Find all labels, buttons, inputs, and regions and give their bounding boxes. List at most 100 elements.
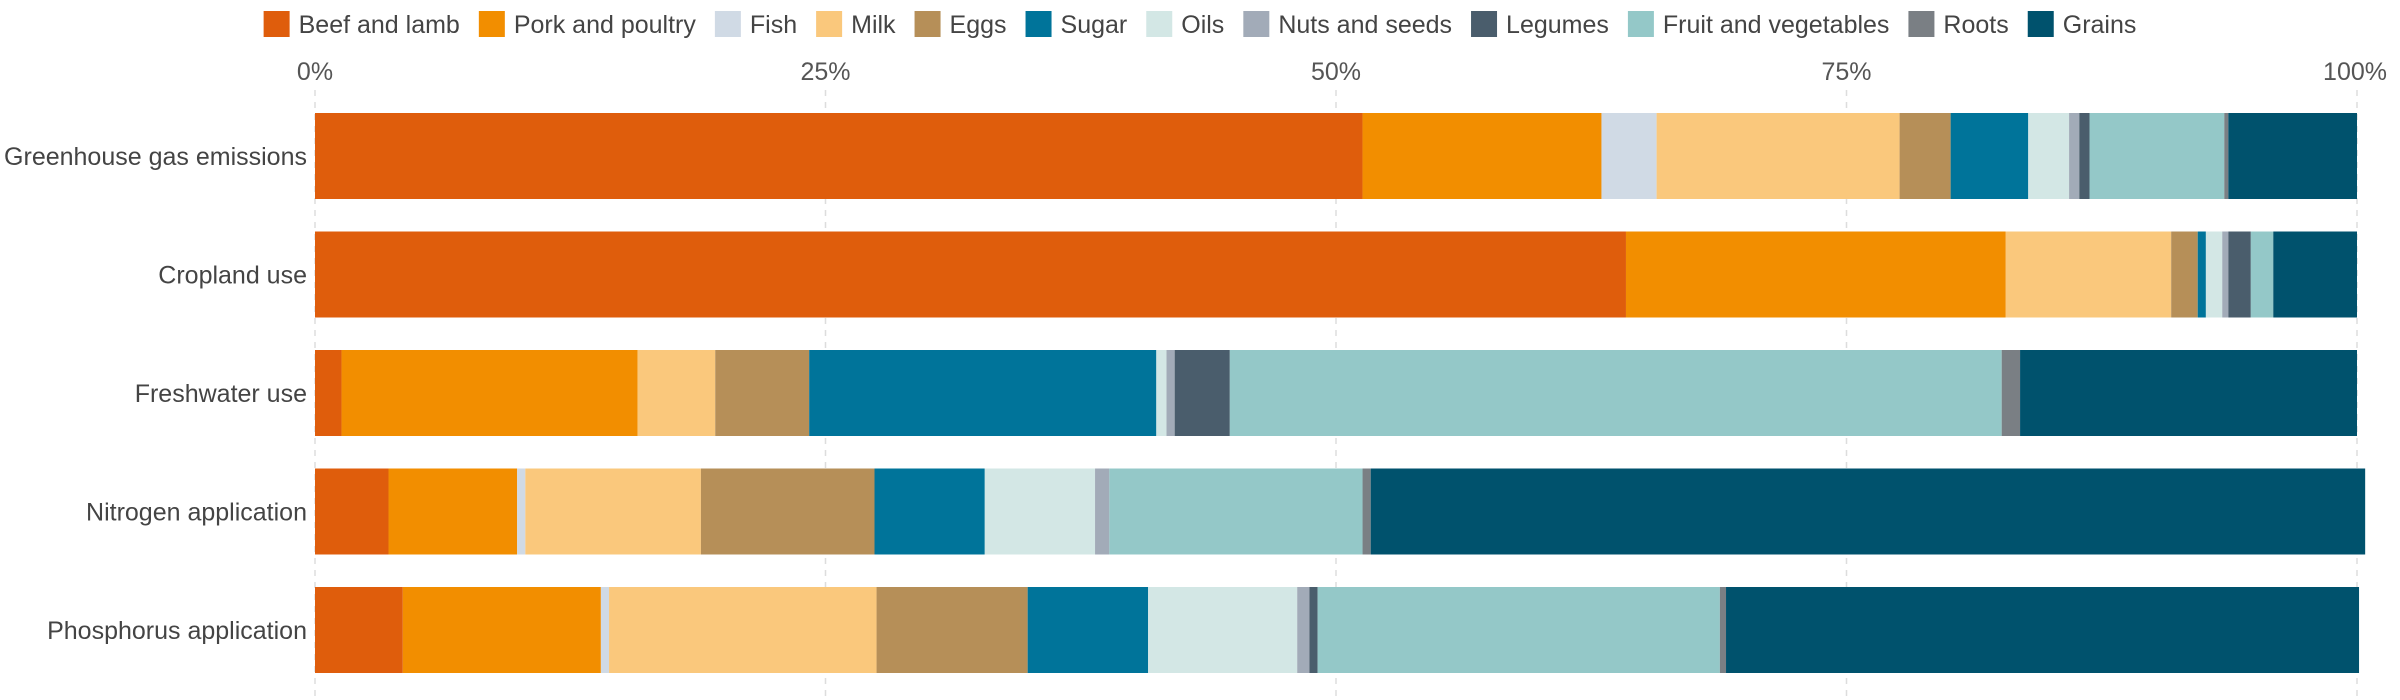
legend-item-fish: Fish	[714, 11, 797, 39]
legend-label: Fruit and vegetables	[1663, 11, 1890, 39]
legend-label: Sugar	[1061, 11, 1128, 39]
legend-label: Oils	[1181, 11, 1224, 39]
bar-segment-eggs	[700, 468, 875, 555]
x-tick-label: 50%	[1311, 58, 1361, 86]
bar-segment-sugar	[874, 468, 985, 555]
bar-segment-eggs	[1899, 113, 1951, 199]
legend-label: Fish	[750, 11, 797, 39]
category-label: Greenhouse gas emissions	[4, 143, 307, 171]
bar-segment-pork-and-poultry	[1625, 231, 2006, 318]
legend-label: Nuts and seeds	[1278, 11, 1452, 39]
category-label: Nitrogen application	[86, 499, 307, 527]
legend-label: Grains	[2063, 11, 2137, 39]
bar-segment-milk	[609, 587, 877, 673]
bar-segment-beef-and-lamb	[315, 468, 389, 555]
bar-segment-nuts-and-seeds	[1297, 587, 1310, 673]
x-tick-label: 100%	[2323, 58, 2387, 86]
bars	[315, 113, 2366, 673]
bar-segment-pork-and-poultry	[341, 350, 638, 436]
legend-item-fruit-and-vegetables: Fruit and vegetables	[1627, 11, 1890, 39]
category-label: Freshwater use	[135, 380, 307, 408]
bar-segment-oils	[2205, 231, 2223, 318]
bar-segment-beef-and-lamb	[315, 113, 1363, 199]
legend-swatch	[2027, 11, 2054, 37]
bar-segment-fruit-and-vegetables	[2250, 231, 2274, 318]
bar-segment-roots	[1362, 468, 1371, 555]
legend-item-nuts-and-seeds: Nuts and seeds	[1243, 11, 1452, 39]
bar-segment-nuts-and-seeds	[2222, 231, 2229, 318]
bar-segment-nuts-and-seeds	[2069, 113, 2080, 199]
bar-segment-fruit-and-vegetables	[1317, 587, 1720, 673]
bar-segment-fruit-and-vegetables	[1109, 468, 1363, 555]
bar-segment-nuts-and-seeds	[1095, 468, 1110, 555]
bar-segment-fruit-and-vegetables	[1229, 350, 2002, 436]
bar-segment-beef-and-lamb	[315, 350, 342, 436]
bar-segment-sugar	[2197, 231, 2206, 318]
bar-segment-pork-and-poultry	[402, 587, 601, 673]
legend-item-eggs: Eggs	[914, 11, 1007, 39]
bar-segment-beef-and-lamb	[315, 231, 1626, 318]
x-tick-label: 25%	[800, 58, 850, 86]
legend-label: Legumes	[1506, 11, 1609, 39]
bar-segment-oils	[984, 468, 1096, 555]
bar-segment-grains	[2228, 113, 2357, 199]
legend-swatch	[1243, 11, 1270, 37]
bar-segment-milk	[525, 468, 701, 555]
bar-segment-grains	[1726, 587, 2360, 673]
bar-segment-eggs	[876, 587, 1028, 673]
bar-segment-oils	[2028, 113, 2070, 199]
legend-item-pork-and-poultry: Pork and poultry	[478, 11, 696, 39]
bar-segment-roots	[1719, 587, 1727, 673]
bar-segment-milk	[637, 350, 716, 436]
legend-swatch	[914, 11, 941, 37]
bar-segment-roots	[2001, 350, 2021, 436]
x-axis-ticks: 0% 25% 50% 75% 100%	[297, 58, 2387, 86]
legend-item-roots: Roots	[1908, 11, 2009, 39]
legend-swatch	[1025, 11, 1052, 37]
bar-segment-fish	[600, 587, 610, 673]
legend-swatch	[263, 11, 290, 37]
legend-swatch	[816, 11, 843, 37]
x-tick-label: 75%	[1821, 58, 1871, 86]
category-label: Phosphorus application	[47, 617, 307, 645]
bar-segment-sugar	[1027, 587, 1149, 673]
legend-label: Milk	[851, 11, 896, 39]
bar-segment-nuts-and-seeds	[1166, 350, 1175, 436]
legend-swatch	[1627, 11, 1654, 37]
legend-swatch	[478, 11, 505, 37]
bar-segment-fish	[517, 468, 526, 555]
legend-swatch	[1471, 11, 1498, 37]
legend-item-milk: Milk	[816, 11, 896, 39]
legend-swatch	[1908, 11, 1935, 37]
legend: Beef and lamb Pork and poultry Fish Milk Egg…	[263, 11, 2137, 39]
bar-segment-legumes	[1309, 587, 1318, 673]
bar-segment-oils	[1156, 350, 1167, 436]
bar-segment-milk	[1656, 113, 1900, 199]
bar-segment-legumes	[2079, 113, 2090, 199]
legend-item-legumes: Legumes	[1471, 11, 1609, 39]
bar-segment-milk	[2005, 231, 2172, 318]
bar-segment-fruit-and-vegetables	[2089, 113, 2225, 199]
bar-segment-grains	[2273, 231, 2357, 318]
bar-segment-grains	[2020, 350, 2357, 436]
bar-segment-grains	[1370, 468, 2366, 555]
bar-segment-pork-and-poultry	[1362, 113, 1602, 199]
bar-segment-pork-and-poultry	[388, 468, 518, 555]
legend-item-beef-and-lamb: Beef and lamb	[263, 11, 460, 39]
legend-item-oils: Oils	[1146, 11, 1224, 39]
bar-segment-oils	[1148, 587, 1298, 673]
legend-swatch	[714, 11, 741, 37]
bar-segment-eggs	[715, 350, 810, 436]
bar-segment-roots	[2224, 113, 2229, 199]
bar-segment-sugar	[1950, 113, 2029, 199]
x-tick-label: 0%	[297, 58, 333, 86]
bar-segment-eggs	[2171, 231, 2198, 318]
bar-segment-fish	[1601, 113, 1657, 199]
category-label: Cropland use	[158, 262, 307, 290]
bar-segment-beef-and-lamb	[315, 587, 403, 673]
legend-label: Eggs	[950, 11, 1007, 39]
legend-label: Roots	[1943, 11, 2008, 39]
legend-item-sugar: Sugar	[1025, 11, 1128, 39]
bar-segment-legumes	[1174, 350, 1230, 436]
